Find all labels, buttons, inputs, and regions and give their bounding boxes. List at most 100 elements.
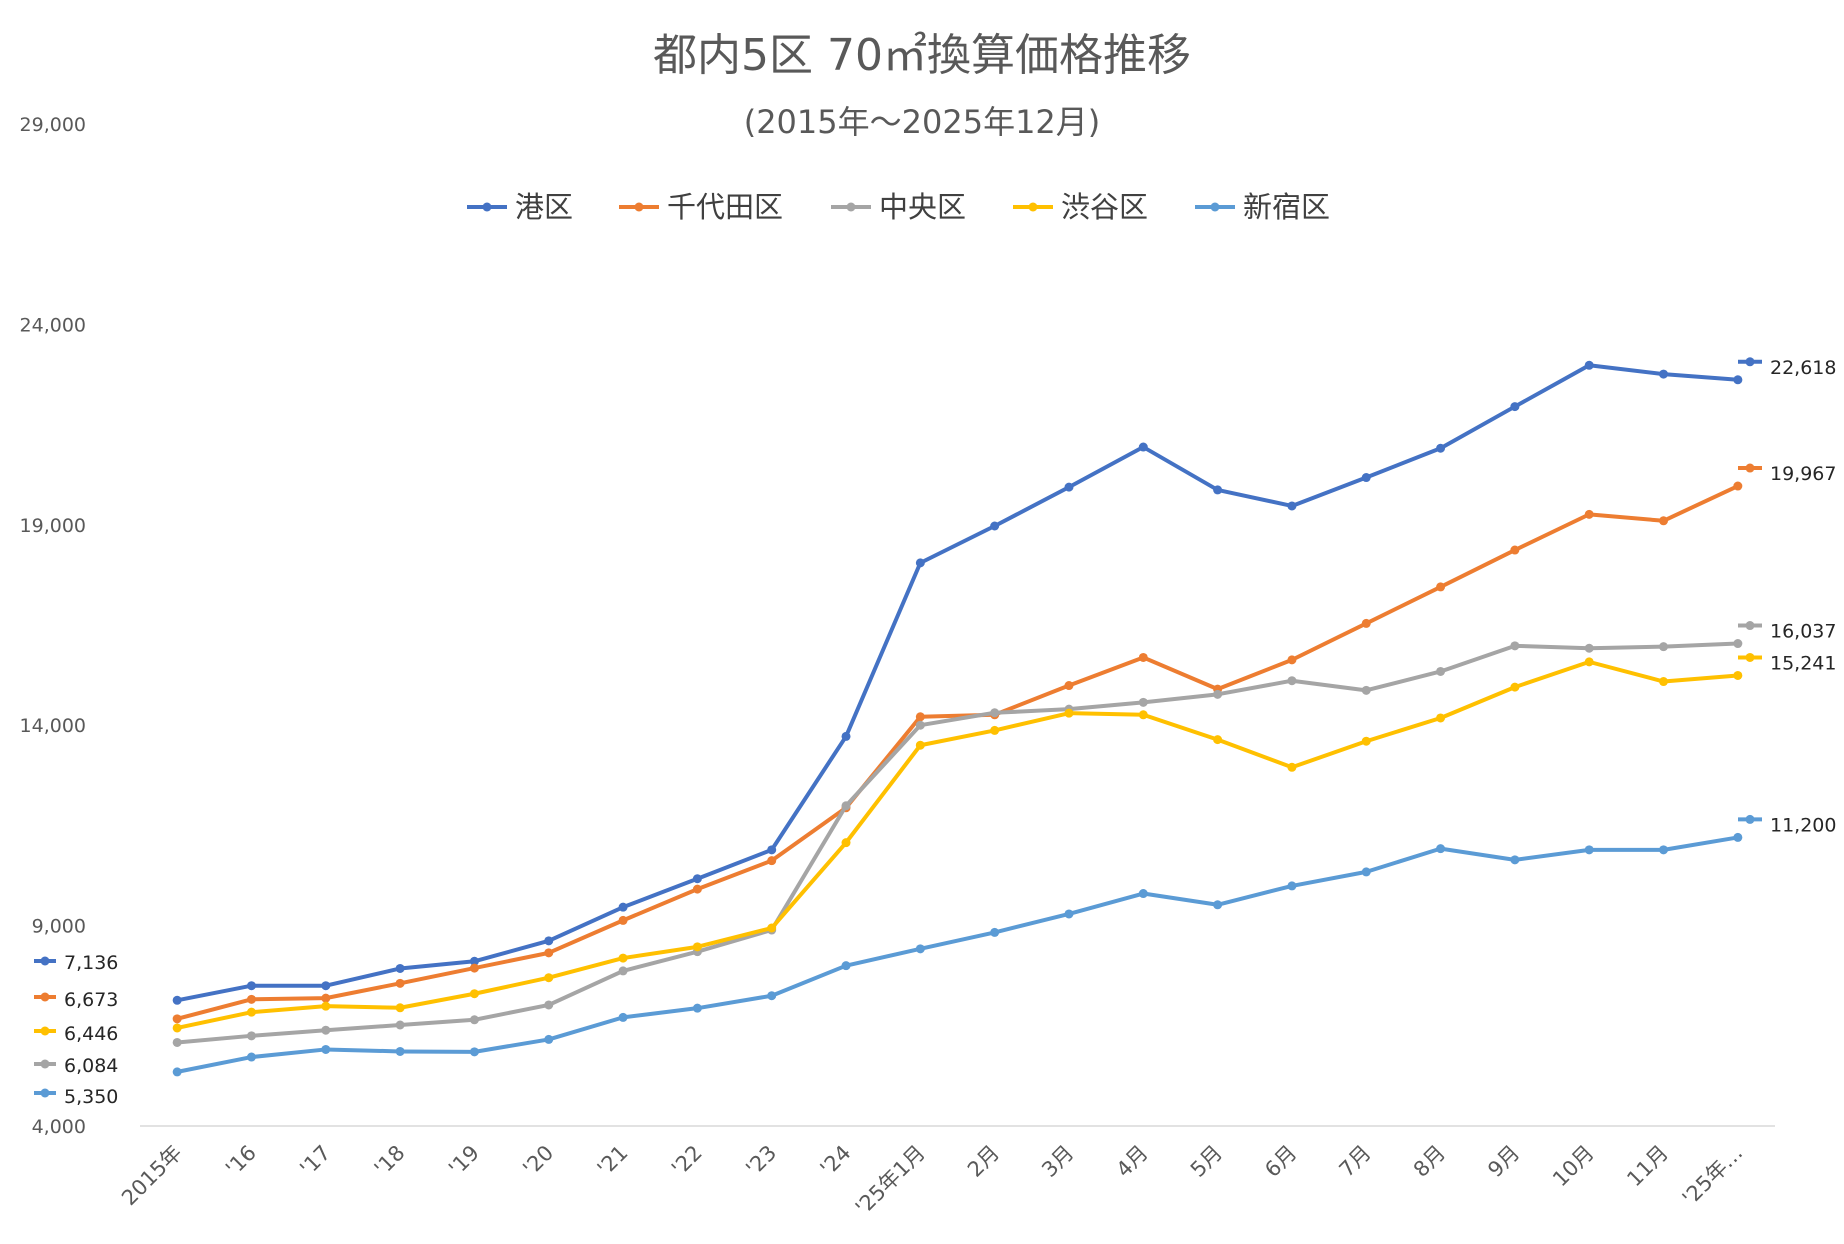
start-data-label: 5,350 xyxy=(64,1086,118,1108)
data-point xyxy=(618,1012,628,1022)
legend-dot xyxy=(846,202,856,212)
data-point xyxy=(990,725,1000,735)
data-point xyxy=(841,838,851,848)
data-point xyxy=(692,942,702,952)
data-point xyxy=(395,1046,405,1056)
data-point xyxy=(1436,713,1446,723)
series-0: 7,136 22,618 xyxy=(34,357,1836,1005)
x-tick-label: 2月 xyxy=(963,1141,1004,1182)
x-tick-label: 8月 xyxy=(1409,1141,1450,1182)
series-line xyxy=(175,659,1740,1030)
start-data-label: 6,084 xyxy=(64,1055,118,1077)
data-point xyxy=(469,956,479,966)
x-tick-label: '18 xyxy=(370,1141,410,1181)
data-point xyxy=(1213,735,1223,745)
data-point xyxy=(915,712,925,722)
series-line xyxy=(175,641,1740,1045)
data-point xyxy=(1064,482,1074,492)
data-point xyxy=(172,1067,182,1077)
data-point xyxy=(172,1014,182,1024)
data-point xyxy=(1510,545,1520,555)
data-point xyxy=(395,978,405,988)
data-point xyxy=(1213,900,1223,910)
data-point xyxy=(1659,642,1669,652)
data-point xyxy=(1064,708,1074,718)
chart-subtitle: (2015年～2025年12月) xyxy=(744,103,1101,141)
data-point xyxy=(172,1037,182,1047)
data-point xyxy=(1584,643,1594,653)
data-point xyxy=(767,845,777,855)
data-point xyxy=(1138,442,1148,452)
y-tick-label: 4,000 xyxy=(32,1116,86,1138)
legend-dot xyxy=(482,202,492,212)
data-point xyxy=(246,1007,256,1017)
start-label-marker-dot xyxy=(40,992,50,1002)
end-label-marker-dot xyxy=(1745,357,1755,367)
data-point xyxy=(172,995,182,1005)
x-tick-label: '17 xyxy=(295,1141,335,1181)
x-tick-label: '16 xyxy=(221,1141,261,1181)
x-tick-label: 10月 xyxy=(1548,1141,1599,1192)
data-point xyxy=(1510,855,1520,865)
x-tick-label: '19 xyxy=(444,1141,484,1181)
data-point xyxy=(544,1034,554,1044)
data-point xyxy=(1733,375,1743,385)
y-tick-label: 29,000 xyxy=(20,114,86,136)
data-point xyxy=(767,991,777,1001)
legend: 港区 千代田区 中央区 渋谷区 新宿区 xyxy=(467,190,1330,224)
x-axis: 2015年 '16 '17 '18 '19 '20 '21 '22 '23 '24'25年1月 2月… xyxy=(117,1125,1775,1220)
data-point xyxy=(915,558,925,568)
data-point xyxy=(395,1020,405,1030)
start-data-label: 6,446 xyxy=(64,1023,118,1045)
end-label-marker-dot xyxy=(1745,621,1755,631)
data-point xyxy=(321,1025,331,1035)
data-point xyxy=(1659,845,1669,855)
data-point xyxy=(1064,909,1074,919)
data-point xyxy=(395,963,405,973)
x-tick-label: '25年1月 xyxy=(851,1141,930,1220)
data-point xyxy=(172,1023,182,1033)
data-point xyxy=(618,915,628,925)
end-data-label: 19,967 xyxy=(1770,463,1836,485)
data-point xyxy=(1584,509,1594,519)
data-point xyxy=(841,961,851,971)
x-tick-label: 3月 xyxy=(1037,1141,1078,1182)
legend-item: 港区 xyxy=(467,190,573,224)
start-label-marker-dot xyxy=(40,1026,50,1036)
data-point xyxy=(915,720,925,730)
data-point xyxy=(1436,443,1446,453)
data-point xyxy=(544,936,554,946)
legend-label: 渋谷区 xyxy=(1061,190,1148,224)
data-point xyxy=(915,740,925,750)
x-tick-label: '25年… xyxy=(1678,1141,1748,1211)
data-point xyxy=(1064,681,1074,691)
data-point xyxy=(321,993,331,1003)
data-point xyxy=(1510,641,1520,651)
series-2: 6,084 16,037 xyxy=(34,621,1836,1077)
end-data-label: 11,200 xyxy=(1770,814,1836,836)
y-tick-label: 14,000 xyxy=(20,715,86,737)
legend-dot xyxy=(1028,202,1038,212)
data-point xyxy=(1138,697,1148,707)
data-point xyxy=(1213,485,1223,495)
end-data-label: 22,618 xyxy=(1770,357,1836,379)
data-point xyxy=(1733,639,1743,649)
data-point xyxy=(767,923,777,933)
data-point xyxy=(1361,867,1371,877)
legend-item: 渋谷区 xyxy=(1013,190,1148,224)
y-tick-label: 19,000 xyxy=(20,515,86,537)
data-point xyxy=(246,1052,256,1062)
data-point xyxy=(246,994,256,1004)
data-point xyxy=(1287,881,1297,891)
data-point xyxy=(1659,677,1669,687)
legend-label: 千代田区 xyxy=(667,190,783,224)
series-line xyxy=(175,363,1740,1003)
legend-item: 中央区 xyxy=(831,190,966,224)
data-point xyxy=(246,981,256,991)
data-point xyxy=(1287,676,1297,686)
data-point xyxy=(618,953,628,963)
data-point xyxy=(692,1003,702,1013)
data-point xyxy=(1436,582,1446,592)
data-point xyxy=(1287,655,1297,665)
